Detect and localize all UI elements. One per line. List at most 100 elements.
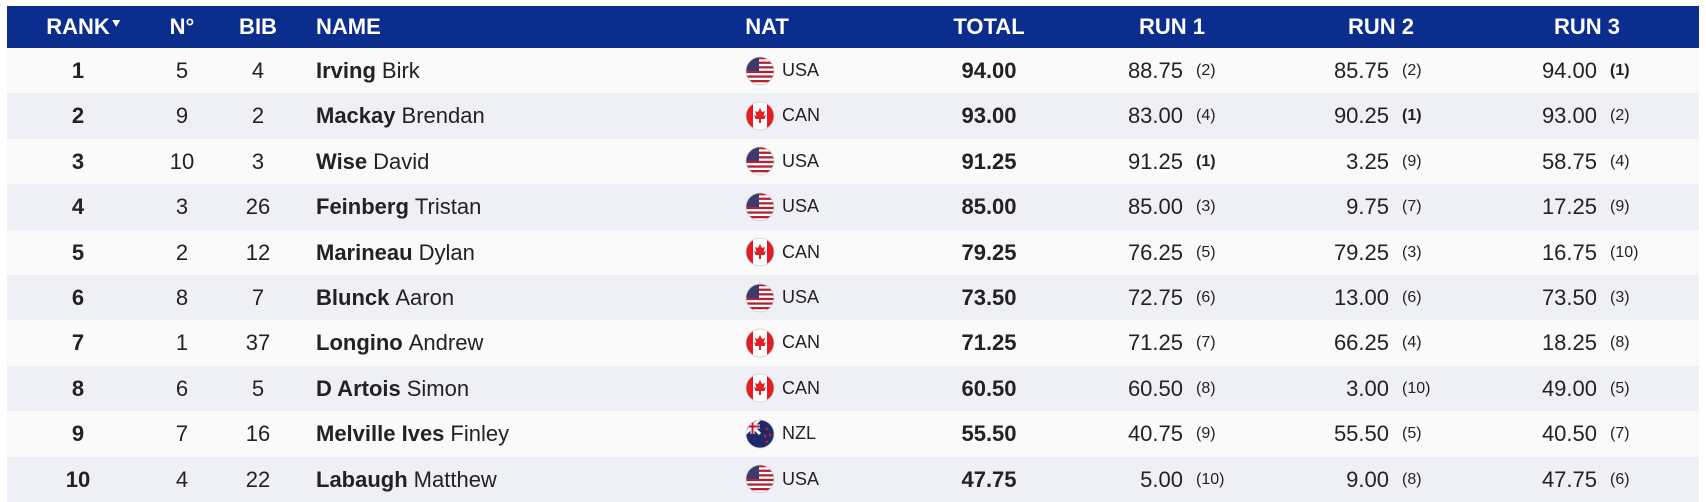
flag (745, 101, 775, 131)
flag (745, 328, 775, 358)
first-name: Dylan (418, 239, 475, 265)
run-score: 49.00 (1541, 375, 1597, 401)
run-place: (2) (1402, 62, 1422, 79)
column-header: NAME (316, 14, 381, 39)
run-place: (6) (1402, 289, 1422, 306)
rank: 6 (71, 285, 85, 310)
nation: CAN (782, 105, 821, 126)
nation: CAN (782, 332, 821, 353)
run-place: (7) (1610, 425, 1630, 443)
run-place: (1) (1196, 152, 1216, 170)
run-score: 17.25 (1541, 194, 1597, 220)
bib: 4 (251, 58, 265, 83)
rank: 7 (71, 330, 85, 356)
flag (745, 464, 775, 494)
last-name: Blunck (316, 285, 390, 310)
first-name: Andrew (408, 330, 484, 356)
bib: 3 (251, 148, 265, 174)
run-place: (5) (1402, 425, 1422, 443)
run-score: 47.75 (1541, 466, 1597, 492)
last-name: Marineau (316, 239, 413, 265)
run-score: 60.50 (1127, 375, 1183, 401)
run-place: (9) (1196, 425, 1216, 443)
total: 85.00 (961, 194, 1017, 220)
run-place: (8) (1402, 470, 1422, 488)
run-score: 88.75 (1127, 58, 1183, 83)
nation: CAN (782, 377, 821, 398)
first-name: Brendan (401, 103, 485, 129)
athlete-name: Longino Andrew (316, 320, 483, 365)
run-score: 3.00 (1346, 375, 1389, 401)
flag (745, 373, 775, 403)
last-name: Longino (316, 330, 403, 356)
total: 79.25 (961, 239, 1017, 265)
start-number: 2 (175, 239, 189, 265)
run-place: (3) (1196, 198, 1216, 216)
run-place: (1) (1610, 62, 1630, 79)
start-number: 5 (175, 58, 189, 83)
column-header: N° (169, 14, 195, 39)
nation: USA (782, 60, 820, 80)
run-place: (3) (1402, 243, 1422, 261)
rank: 10 (65, 466, 91, 492)
bib: 22 (245, 466, 271, 492)
first-name: Tristan (414, 194, 482, 220)
run-score: 58.75 (1541, 148, 1597, 174)
total: 73.50 (961, 285, 1017, 310)
run-place: (7) (1196, 334, 1216, 352)
athlete-name: Marineau Dylan (316, 230, 475, 275)
athlete-name: Mackay Brendan (316, 93, 485, 138)
total: 47.75 (961, 466, 1017, 492)
run-place: (10) (1402, 379, 1431, 397)
athlete-name: D Artois Simon (316, 366, 469, 411)
run-score: 16.75 (1541, 239, 1597, 265)
run-score: 83.00 (1127, 103, 1183, 129)
run-score: 40.75 (1127, 421, 1183, 447)
column-header: RUN 2 (1347, 14, 1415, 39)
header-bar: RANK N° BIB NAME NAT TOTAL RUN 1 RUN 2 RUN 3 (7, 6, 1699, 48)
flag (745, 237, 775, 267)
run-place: (10) (1610, 243, 1639, 261)
last-name: Irving (316, 58, 376, 83)
last-name: Labaugh (316, 466, 408, 492)
last-name: Mackay (316, 103, 396, 129)
bib: 16 (245, 421, 271, 447)
run-score: 3.25 (1346, 148, 1389, 174)
sort-arrow[interactable] (111, 18, 121, 28)
bib: 5 (251, 375, 265, 401)
nation: CAN (782, 241, 821, 262)
run-place: (3) (1610, 289, 1630, 306)
run-place: (9) (1402, 152, 1422, 170)
nation: USA (782, 150, 820, 171)
run-score: 94.00 (1541, 58, 1597, 83)
last-name: Wise (316, 148, 368, 174)
bib: 7 (251, 285, 265, 310)
last-name: Feinberg (316, 194, 409, 220)
nation: USA (782, 287, 820, 307)
flag (745, 192, 775, 222)
bib: 2 (251, 103, 265, 129)
result-row: 1 5 4 Irving Birk USA 94.00 88.75 (2) 85.75 (2) 94.… (7, 48, 1699, 94)
start-number: 4 (175, 466, 189, 492)
run-place: (4) (1196, 107, 1216, 125)
start-number: 7 (175, 421, 189, 447)
rank: 5 (71, 239, 85, 265)
first-name: Birk (381, 58, 420, 83)
run-score: 5.00 (1140, 466, 1183, 492)
run-score: 85.75 (1333, 58, 1389, 83)
run-score: 79.25 (1333, 239, 1389, 265)
run-score: 76.25 (1127, 239, 1183, 265)
start-number: 10 (169, 148, 195, 174)
first-name: Aaron (395, 285, 455, 310)
athlete-name: Blunck Aaron (316, 275, 454, 320)
flag (745, 419, 775, 449)
run-score: 66.25 (1333, 330, 1389, 356)
run-score: 13.00 (1333, 285, 1389, 310)
rank: 3 (71, 148, 85, 174)
run-place: (2) (1610, 107, 1630, 125)
run-score: 72.75 (1127, 285, 1183, 310)
start-number: 8 (175, 285, 189, 310)
run-score: 18.25 (1541, 330, 1597, 356)
run-score: 9.00 (1346, 466, 1389, 492)
first-name: Matthew (413, 466, 497, 492)
